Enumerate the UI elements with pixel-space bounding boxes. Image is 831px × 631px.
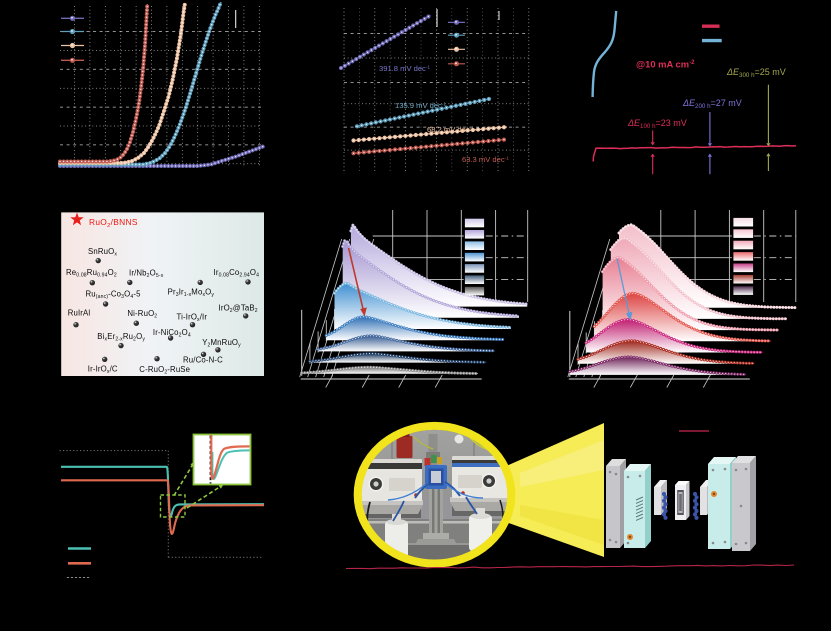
svg-text:SnRuOx: SnRuOx: [88, 247, 117, 258]
svg-text:ΔE300 h=25 mV: ΔE300 h=25 mV: [726, 67, 786, 79]
svg-text:RuO2/BNNS: RuO2/BNNS: [89, 217, 138, 229]
svg-text:Ir-IrOx/C: Ir-IrOx/C: [88, 365, 118, 376]
svg-text:ΔE200 h=27 mV: ΔE200 h=27 mV: [682, 98, 742, 110]
svg-text:Ti-IrOx/Ir: Ti-IrOx/Ir: [177, 313, 208, 324]
svg-text:135.9 mV dec-1: 135.9 mV dec-1: [395, 101, 446, 110]
svg-text:BixEr2-xRu2Oy: BixEr2-xRu2Oy: [97, 332, 145, 343]
svg-text:Y2MnRuOy: Y2MnRuOy: [202, 338, 241, 349]
svg-text:Ni-RuO2: Ni-RuO2: [127, 309, 157, 320]
svg-text:Ir0.08Co2.94O4: Ir0.08Co2.94O4: [214, 268, 260, 279]
svg-text:Ru(anc)-Co3O4-5: Ru(anc)-Co3O4-5: [86, 290, 142, 301]
svg-text:Ru/Co-N-C: Ru/Co-N-C: [183, 356, 223, 365]
svg-text:@10 mA cm-2: @10 mA cm-2: [636, 59, 695, 70]
svg-text:IrO2@TaB2: IrO2@TaB2: [219, 304, 258, 315]
svg-text:63.3 mV dec-1: 63.3 mV dec-1: [462, 155, 509, 164]
svg-text:Ir-NiCo2O4: Ir-NiCo2O4: [153, 328, 191, 339]
svg-text:C-RuO2-RuSe: C-RuO2-RuSe: [139, 365, 190, 376]
svg-text:Pr3Ir1-xMoxOy: Pr3Ir1-xMoxOy: [168, 288, 215, 299]
svg-text:RuIrAl: RuIrAl: [68, 309, 91, 318]
svg-text:68.2 mV dec-1: 68.2 mV dec-1: [427, 125, 474, 134]
svg-text:Re0.08Ru0.94O2: Re0.08Ru0.94O2: [66, 268, 117, 279]
svg-text:391.8 mV dec-1: 391.8 mV dec-1: [379, 64, 430, 73]
svg-text:Ir/Nb2O5-x: Ir/Nb2O5-x: [129, 269, 164, 280]
svg-text:ΔE100 h=23 mV: ΔE100 h=23 mV: [627, 118, 687, 130]
